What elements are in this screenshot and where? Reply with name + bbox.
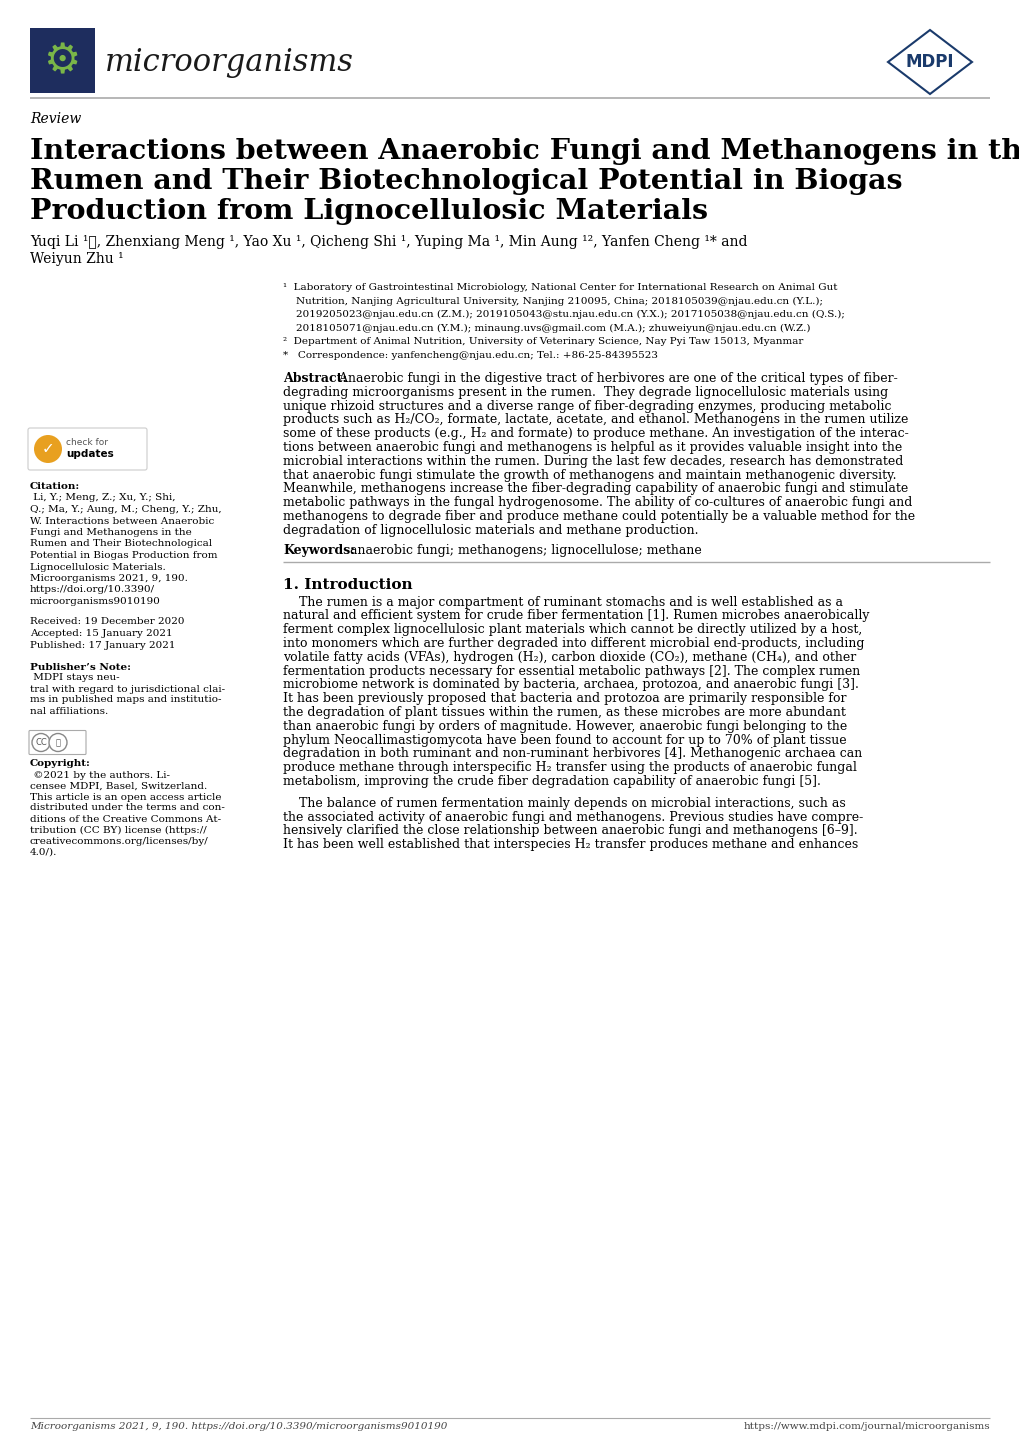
Text: metabolism, improving the crude fiber degradation capability of anaerobic fungi : metabolism, improving the crude fiber de… xyxy=(282,774,820,787)
Text: 1. Introduction: 1. Introduction xyxy=(282,578,413,591)
Text: creativecommons.org/licenses/by/: creativecommons.org/licenses/by/ xyxy=(30,836,209,845)
Text: phylum Neocallimastigomycota have been found to account for up to 70% of plant t: phylum Neocallimastigomycota have been f… xyxy=(282,734,846,747)
Text: https://doi.org/10.3390/: https://doi.org/10.3390/ xyxy=(30,585,155,594)
Text: degradation in both ruminant and non-ruminant herbivores [4]. Methanogenic archa: degradation in both ruminant and non-rum… xyxy=(282,747,861,760)
Text: 2018105071@njau.edu.cn (Y.M.); minaung.uvs@gmail.com (M.A.); zhuweiyun@njau.edu.: 2018105071@njau.edu.cn (Y.M.); minaung.u… xyxy=(282,323,810,333)
Text: 4.0/).: 4.0/). xyxy=(30,848,57,857)
Text: natural and efficient system for crude fiber fermentation [1]. Rumen microbes an: natural and efficient system for crude f… xyxy=(282,610,868,623)
Text: degradation of lignocellulosic materials and methane production.: degradation of lignocellulosic materials… xyxy=(282,523,698,536)
Text: Q.; Ma, Y.; Aung, M.; Cheng, Y.; Zhu,: Q.; Ma, Y.; Aung, M.; Cheng, Y.; Zhu, xyxy=(30,505,221,513)
Text: ✓: ✓ xyxy=(42,441,54,457)
Text: Abstract:: Abstract: xyxy=(282,372,346,385)
Text: than anaerobic fungi by orders of magnitude. However, anaerobic fungi belonging : than anaerobic fungi by orders of magnit… xyxy=(282,720,847,733)
Text: Potential in Biogas Production from: Potential in Biogas Production from xyxy=(30,551,217,559)
Text: Meanwhile, methanogens increase the fiber-degrading capability of anaerobic fung: Meanwhile, methanogens increase the fibe… xyxy=(282,483,907,496)
Text: Publisher’s Note:: Publisher’s Note: xyxy=(30,662,130,672)
Text: Citation:: Citation: xyxy=(30,482,81,490)
Text: The rumen is a major compartment of ruminant stomachs and is well established as: The rumen is a major compartment of rumi… xyxy=(282,596,842,609)
Text: Nutrition, Nanjing Agricultural University, Nanjing 210095, China; 2018105039@nj: Nutrition, Nanjing Agricultural Universi… xyxy=(282,297,822,306)
Text: microorganisms9010190: microorganisms9010190 xyxy=(30,597,161,606)
Text: methanogens to degrade fiber and produce methane could potentially be a valuable: methanogens to degrade fiber and produce… xyxy=(282,510,914,523)
Text: The balance of rumen fermentation mainly depends on microbial interactions, such: The balance of rumen fermentation mainly… xyxy=(282,797,845,810)
Text: It has been previously proposed that bacteria and protozoa are primarily respons: It has been previously proposed that bac… xyxy=(282,692,846,705)
Circle shape xyxy=(49,734,67,751)
Text: Production from Lignocellulosic Materials: Production from Lignocellulosic Material… xyxy=(30,198,707,225)
Text: ©2021 by the authors. Li-: ©2021 by the authors. Li- xyxy=(30,770,170,780)
Text: censee MDPI, Basel, Switzerland.: censee MDPI, Basel, Switzerland. xyxy=(30,782,207,790)
Text: produce methane through interspecific H₂ transfer using the products of anaerobi: produce methane through interspecific H₂… xyxy=(282,761,856,774)
Text: microbial interactions within the rumen. During the last few decades, research h: microbial interactions within the rumen.… xyxy=(282,454,903,467)
Bar xyxy=(30,27,95,92)
Text: Keywords:: Keywords: xyxy=(282,544,355,557)
Text: some of these products (e.g., H₂ and formate) to produce methane. An investigati: some of these products (e.g., H₂ and for… xyxy=(282,427,908,440)
Text: Microorganisms 2021, 9, 190.: Microorganisms 2021, 9, 190. xyxy=(30,574,187,583)
Text: Published: 17 January 2021: Published: 17 January 2021 xyxy=(30,640,175,649)
Polygon shape xyxy=(888,30,971,94)
Text: Weiyun Zhu ¹: Weiyun Zhu ¹ xyxy=(30,252,123,265)
Text: products such as H₂/CO₂, formate, lactate, acetate, and ethanol. Methanogens in : products such as H₂/CO₂, formate, lactat… xyxy=(282,414,908,427)
Text: anaerobic fungi; methanogens; lignocellulose; methane: anaerobic fungi; methanogens; lignocellu… xyxy=(345,544,701,557)
Text: Anaerobic fungi in the digestive tract of herbivores are one of the critical typ: Anaerobic fungi in the digestive tract o… xyxy=(334,372,897,385)
Text: 2019205023@njau.edu.cn (Z.M.); 2019105043@stu.njau.edu.cn (Y.X.); 2017105038@nja: 2019205023@njau.edu.cn (Z.M.); 201910504… xyxy=(282,310,844,319)
Text: fermentation products necessary for essential metabolic pathways [2]. The comple: fermentation products necessary for esse… xyxy=(282,665,859,678)
Text: the associated activity of anaerobic fungi and methanogens. Previous studies hav: the associated activity of anaerobic fun… xyxy=(282,810,862,823)
Text: This article is an open access article: This article is an open access article xyxy=(30,793,221,802)
Text: Copyright:: Copyright: xyxy=(30,760,91,769)
Text: Li, Y.; Meng, Z.; Xu, Y.; Shi,: Li, Y.; Meng, Z.; Xu, Y.; Shi, xyxy=(30,493,175,502)
Text: ⚙: ⚙ xyxy=(43,40,81,82)
Text: Rumen and Their Biotechnological: Rumen and Their Biotechnological xyxy=(30,539,212,548)
Text: MDPI stays neu-: MDPI stays neu- xyxy=(30,673,119,682)
Text: tral with regard to jurisdictional clai-: tral with regard to jurisdictional clai- xyxy=(30,685,225,694)
Text: Lignocellulosic Materials.: Lignocellulosic Materials. xyxy=(30,562,166,571)
Text: ⓒ: ⓒ xyxy=(55,738,60,747)
Text: the degradation of plant tissues within the rumen, as these microbes are more ab: the degradation of plant tissues within … xyxy=(282,707,845,720)
Text: tribution (CC BY) license (https://: tribution (CC BY) license (https:// xyxy=(30,825,207,835)
Text: into monomers which are further degraded into different microbial end-products, : into monomers which are further degraded… xyxy=(282,637,864,650)
Circle shape xyxy=(32,734,50,751)
Text: volatile fatty acids (VFAs), hydrogen (H₂), carbon dioxide (CO₂), methane (CH₄),: volatile fatty acids (VFAs), hydrogen (H… xyxy=(282,650,855,663)
Text: MDPI: MDPI xyxy=(905,53,954,71)
Text: microorganisms: microorganisms xyxy=(105,46,354,78)
Text: Received: 19 December 2020: Received: 19 December 2020 xyxy=(30,617,184,626)
FancyBboxPatch shape xyxy=(29,731,86,754)
Text: hensively clarified the close relationship between anaerobic fungi and methanoge: hensively clarified the close relationsh… xyxy=(282,825,857,838)
Text: Review: Review xyxy=(30,112,82,125)
Text: https://www.mdpi.com/journal/microorganisms: https://www.mdpi.com/journal/microorgani… xyxy=(743,1422,989,1430)
Text: microbiome network is dominated by bacteria, archaea, protozoa, and anaerobic fu: microbiome network is dominated by bacte… xyxy=(282,678,858,691)
Text: CC: CC xyxy=(35,738,47,747)
FancyBboxPatch shape xyxy=(28,428,147,470)
Text: It has been well established that interspecies H₂ transfer produces methane and : It has been well established that inters… xyxy=(282,838,857,851)
Text: degrading microorganisms present in the rumen.  They degrade lignocellulosic mat: degrading microorganisms present in the … xyxy=(282,386,888,399)
Text: that anaerobic fungi stimulate the growth of methanogens and maintain methanogen: that anaerobic fungi stimulate the growt… xyxy=(282,469,896,482)
Text: updates: updates xyxy=(66,448,114,459)
Text: Rumen and Their Biotechnological Potential in Biogas: Rumen and Their Biotechnological Potenti… xyxy=(30,169,902,195)
Text: ¹  Laboratory of Gastrointestinal Microbiology, National Center for Internationa: ¹ Laboratory of Gastrointestinal Microbi… xyxy=(282,283,837,291)
Text: Yuqi Li ¹ⓘ, Zhenxiang Meng ¹, Yao Xu ¹, Qicheng Shi ¹, Yuping Ma ¹, Min Aung ¹²,: Yuqi Li ¹ⓘ, Zhenxiang Meng ¹, Yao Xu ¹, … xyxy=(30,235,747,249)
Text: Microorganisms 2021, 9, 190. https://doi.org/10.3390/microorganisms9010190: Microorganisms 2021, 9, 190. https://doi… xyxy=(30,1422,447,1430)
Text: *   Correspondence: yanfencheng@njau.edu.cn; Tel.: +86-25-84395523: * Correspondence: yanfencheng@njau.edu.c… xyxy=(282,350,657,359)
Text: Interactions between Anaerobic Fungi and Methanogens in the: Interactions between Anaerobic Fungi and… xyxy=(30,138,1019,164)
Text: nal affiliations.: nal affiliations. xyxy=(30,707,108,715)
Circle shape xyxy=(34,435,62,463)
Text: check for: check for xyxy=(66,438,108,447)
Text: ditions of the Creative Commons At-: ditions of the Creative Commons At- xyxy=(30,815,221,823)
Text: ²  Department of Animal Nutrition, University of Veterinary Science, Nay Pyi Taw: ² Department of Animal Nutrition, Univer… xyxy=(282,337,803,346)
Text: Fungi and Methanogens in the: Fungi and Methanogens in the xyxy=(30,528,192,536)
Text: tions between anaerobic fungi and methanogens is helpful as it provides valuable: tions between anaerobic fungi and methan… xyxy=(282,441,902,454)
Text: metabolic pathways in the fungal hydrogenosome. The ability of co-cultures of an: metabolic pathways in the fungal hydroge… xyxy=(282,496,911,509)
Text: unique rhizoid structures and a diverse range of fiber-degrading enzymes, produc: unique rhizoid structures and a diverse … xyxy=(282,399,891,412)
Text: W. Interactions between Anaerobic: W. Interactions between Anaerobic xyxy=(30,516,214,525)
Text: Accepted: 15 January 2021: Accepted: 15 January 2021 xyxy=(30,629,172,637)
Text: ms in published maps and institutio-: ms in published maps and institutio- xyxy=(30,695,221,705)
Text: distributed under the terms and con-: distributed under the terms and con- xyxy=(30,803,224,812)
Text: ferment complex lignocellulosic plant materials which cannot be directly utilize: ferment complex lignocellulosic plant ma… xyxy=(282,623,861,636)
